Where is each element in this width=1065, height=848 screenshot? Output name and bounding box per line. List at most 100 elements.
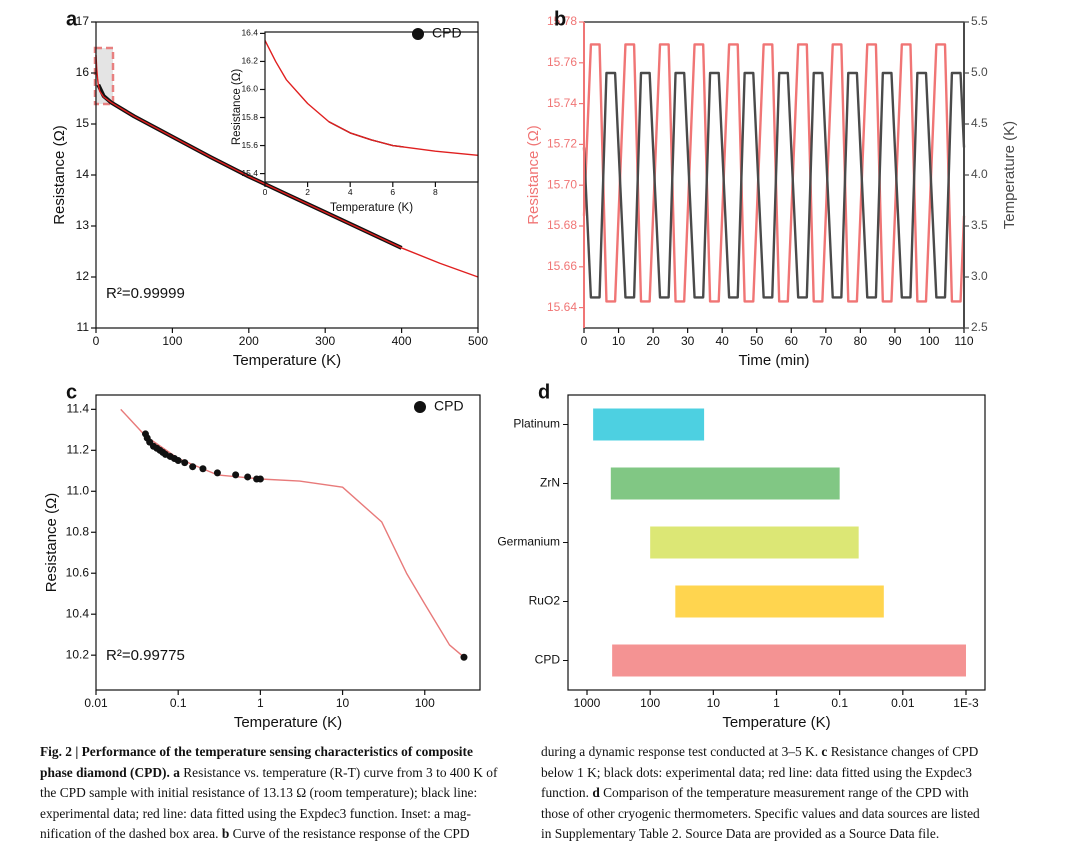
data-line <box>120 408 465 658</box>
category-label: Platinum <box>513 417 560 431</box>
caption-line: the CPD sample with initial resistance o… <box>40 783 497 804</box>
caption-line: below 1 K; black dots: experimental data… <box>541 763 980 784</box>
x-tick-label: 2 <box>305 187 310 197</box>
y-tick-label: 15.66 <box>547 259 577 273</box>
x-tick-label: 4 <box>348 187 353 197</box>
x-tick-label: 90 <box>888 334 902 348</box>
x-tick-label: 300 <box>315 334 335 348</box>
x-tick-label: 0 <box>263 187 268 197</box>
legend-marker <box>414 401 426 413</box>
range-bar <box>650 526 859 559</box>
panel: 0 2 4 6 8 15.4 15.6 15.8 16.0 16.2 16.4 Temperature… <box>231 28 479 214</box>
data-point <box>244 473 252 481</box>
x-tick-label: 10 <box>707 696 721 710</box>
data-point <box>174 457 182 465</box>
x-tick-label: 500 <box>468 334 488 348</box>
y2-axis-label: Temperature (K) <box>1001 121 1018 229</box>
y-tick-label: 11 <box>77 320 90 334</box>
y-axis-label: Resistance (Ω) <box>51 125 68 225</box>
data-point <box>189 463 197 471</box>
range-bar <box>612 644 966 677</box>
x-tick-label: 110 <box>954 334 973 348</box>
data-point <box>256 475 264 483</box>
y-tick-label: 15.76 <box>547 55 577 69</box>
plot-frame <box>95 394 481 691</box>
x-tick-label: 400 <box>392 334 412 348</box>
x-tick-label: 1000 <box>574 696 601 710</box>
x-tick-label: 30 <box>681 334 695 348</box>
caption-text: Comparison of the temperature measuremen… <box>599 785 969 800</box>
x-tick-label: 20 <box>646 334 660 348</box>
category-label: RuO2 <box>529 594 561 608</box>
data-point <box>460 653 468 661</box>
y-tick-label: 10.2 <box>66 647 90 661</box>
inset-background <box>265 32 478 182</box>
panel-label: c <box>66 381 77 403</box>
y-tick-label: 15.64 <box>547 300 577 314</box>
x-tick-label: 10 <box>336 696 350 710</box>
y-axis-label: Resistance (Ω) <box>43 493 60 593</box>
x-tick-label: 1 <box>773 696 780 710</box>
x-tick-label: 6 <box>390 187 395 197</box>
category-label: Germanium <box>497 535 560 549</box>
y-tick-label: 11.0 <box>67 483 90 497</box>
caption-text: Fig. 2 | Performance of the temperature … <box>40 744 473 759</box>
y-tick-label: 10.4 <box>66 606 90 620</box>
y2-tick-label: 3.5 <box>971 218 988 232</box>
y-tick-label: 15.6 <box>241 140 258 150</box>
legend-label: CPD <box>432 25 462 41</box>
caption-text: c <box>821 744 828 759</box>
y-tick-label: 11.4 <box>67 402 90 416</box>
annotation: R²=0.99775 <box>106 647 185 664</box>
x-tick-label: 1 <box>257 696 264 710</box>
x-tick-label: 100 <box>640 696 660 710</box>
y2-tick-label: 2.5 <box>971 320 988 334</box>
caption-text: below 1 K; black dots: experimental data… <box>541 764 972 780</box>
caption-text: a <box>173 764 180 780</box>
y-axis-label: Resistance (Ω) <box>231 69 243 146</box>
caption-text: Curve of the resistance response of the … <box>229 826 470 841</box>
y-tick-label: 13 <box>76 218 90 232</box>
x-tick-label: 40 <box>716 334 730 348</box>
panel-label: a <box>66 8 78 30</box>
x-tick-label: 0 <box>581 334 588 348</box>
data-point <box>213 469 221 477</box>
category-label: ZrN <box>540 476 560 490</box>
legend-label: CPD <box>434 398 464 414</box>
y-tick-label: 16.0 <box>241 84 258 94</box>
data-point <box>181 459 189 467</box>
y-tick-label: 12 <box>76 269 90 283</box>
y-tick-label: 15.78 <box>547 14 577 28</box>
data-point <box>199 465 207 473</box>
caption-line: in Supplementary Table 2. Source Data ar… <box>541 824 980 845</box>
caption-text: nification of the dashed box area. <box>40 826 222 841</box>
panel-label: d <box>538 381 550 403</box>
x-axis-label: Temperature (K) <box>233 352 341 369</box>
data-point <box>232 471 240 479</box>
y-axis-label: Resistance (Ω) <box>525 125 542 225</box>
x-tick-label: 80 <box>854 334 868 348</box>
caption-text: d <box>592 785 600 800</box>
caption-left: Fig. 2 | Performance of the temperature … <box>40 742 497 845</box>
plot-frame <box>264 31 479 183</box>
x-tick-label: 60 <box>785 334 799 348</box>
caption-text: experimental data; red line: data fitted… <box>40 805 471 821</box>
y-tick-label: 14 <box>76 167 90 181</box>
y-tick-label: 15.68 <box>547 218 577 232</box>
x-tick-label: 0.1 <box>170 696 187 710</box>
caption-text: in Supplementary Table 2. Source Data ar… <box>541 826 940 841</box>
x-tick-label: 100 <box>415 696 435 710</box>
caption-text: those of other cryogenic thermometers. S… <box>541 805 980 821</box>
x-tick-label: 0.1 <box>831 696 848 710</box>
y-tick-label: 15.4 <box>241 168 258 178</box>
caption-line: during a dynamic response test conducted… <box>541 742 980 763</box>
range-bar <box>593 408 705 441</box>
y-tick-label: 15 <box>76 116 90 130</box>
y2-tick-label: 5.0 <box>971 65 988 79</box>
caption-text: the CPD sample with initial resistance o… <box>40 785 478 800</box>
y2-tick-label: 3.0 <box>971 269 988 283</box>
x-tick-label: 70 <box>819 334 833 348</box>
x-tick-label: 1E-3 <box>953 696 979 710</box>
caption-text: Resistance vs. temperature (R-T) curve f… <box>179 764 498 780</box>
data-line <box>264 40 479 157</box>
